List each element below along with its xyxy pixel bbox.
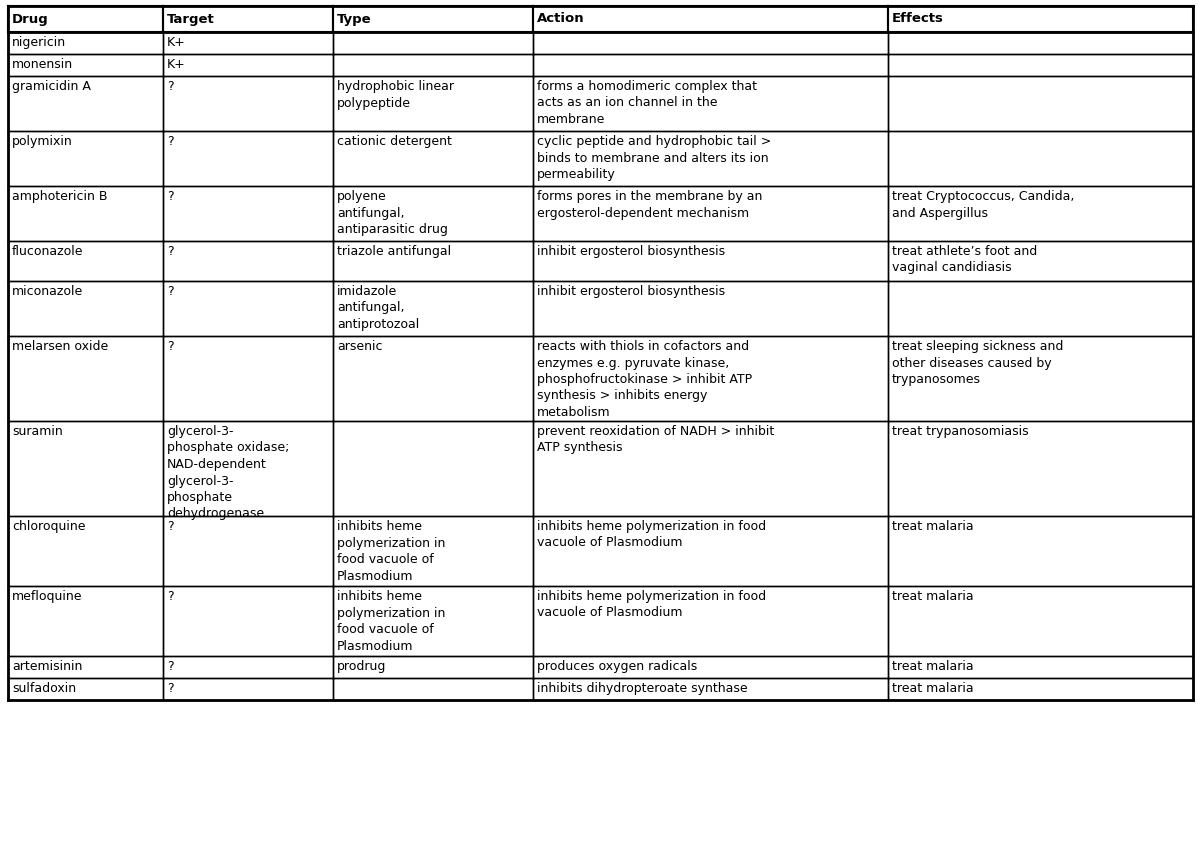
Text: ?: ? bbox=[167, 660, 174, 673]
Text: chloroquine: chloroquine bbox=[12, 520, 85, 533]
Text: K+: K+ bbox=[167, 58, 186, 71]
Text: ?: ? bbox=[167, 245, 174, 258]
Text: glycerol-3-
phosphate oxidase;
NAD-dependent
glycerol-3-
phosphate
dehydrogenase: glycerol-3- phosphate oxidase; NAD-depen… bbox=[167, 425, 289, 521]
Text: ?: ? bbox=[167, 520, 174, 533]
Text: mefloquine: mefloquine bbox=[12, 590, 83, 603]
Text: inhibits heme polymerization in food
vacuole of Plasmodium: inhibits heme polymerization in food vac… bbox=[538, 520, 766, 550]
Text: forms a homodimeric complex that
acts as an ion channel in the
membrane: forms a homodimeric complex that acts as… bbox=[538, 80, 757, 126]
Text: artemisinin: artemisinin bbox=[12, 660, 83, 673]
Text: hydrophobic linear
polypeptide: hydrophobic linear polypeptide bbox=[337, 80, 454, 109]
Text: treat athlete’s foot and
vaginal candidiasis: treat athlete’s foot and vaginal candidi… bbox=[892, 245, 1037, 275]
Text: imidazole
antifungal,
antiprotozoal: imidazole antifungal, antiprotozoal bbox=[337, 285, 419, 331]
Text: cyclic peptide and hydrophobic tail >
binds to membrane and alters its ion
perme: cyclic peptide and hydrophobic tail > bi… bbox=[538, 135, 772, 181]
Text: gramicidin A: gramicidin A bbox=[12, 80, 91, 93]
Text: prevent reoxidation of NADH > inhibit
ATP synthesis: prevent reoxidation of NADH > inhibit AT… bbox=[538, 425, 774, 455]
Text: produces oxygen radicals: produces oxygen radicals bbox=[538, 660, 697, 673]
Text: Effects: Effects bbox=[892, 13, 944, 25]
Text: amphotericin B: amphotericin B bbox=[12, 190, 108, 203]
Text: forms pores in the membrane by an
ergosterol-dependent mechanism: forms pores in the membrane by an ergost… bbox=[538, 190, 762, 220]
Text: inhibit ergosterol biosynthesis: inhibit ergosterol biosynthesis bbox=[538, 245, 725, 258]
Text: nigericin: nigericin bbox=[12, 36, 66, 49]
Text: fluconazole: fluconazole bbox=[12, 245, 84, 258]
Text: treat trypanosomiasis: treat trypanosomiasis bbox=[892, 425, 1028, 438]
Text: ?: ? bbox=[167, 80, 174, 93]
Text: reacts with thiols in cofactors and
enzymes e.g. pyruvate kinase,
phosphofructok: reacts with thiols in cofactors and enzy… bbox=[538, 340, 752, 419]
Text: arsenic: arsenic bbox=[337, 340, 383, 353]
Text: Action: Action bbox=[538, 13, 584, 25]
Text: ?: ? bbox=[167, 682, 174, 695]
Text: miconazole: miconazole bbox=[12, 285, 83, 298]
Text: ?: ? bbox=[167, 590, 174, 603]
Text: ?: ? bbox=[167, 190, 174, 203]
Text: treat malaria: treat malaria bbox=[892, 520, 973, 533]
Text: triazole antifungal: triazole antifungal bbox=[337, 245, 451, 258]
Text: ?: ? bbox=[167, 340, 174, 353]
Text: melarsen oxide: melarsen oxide bbox=[12, 340, 108, 353]
Text: Drug: Drug bbox=[12, 13, 49, 25]
Text: monensin: monensin bbox=[12, 58, 73, 71]
Text: inhibits heme
polymerization in
food vacuole of
Plasmodium: inhibits heme polymerization in food vac… bbox=[337, 590, 445, 652]
Text: treat Cryptococcus, Candida,
and Aspergillus: treat Cryptococcus, Candida, and Aspergi… bbox=[892, 190, 1074, 220]
Text: inhibits heme polymerization in food
vacuole of Plasmodium: inhibits heme polymerization in food vac… bbox=[538, 590, 766, 620]
Text: ?: ? bbox=[167, 285, 174, 298]
Text: suramin: suramin bbox=[12, 425, 62, 438]
Text: polymixin: polymixin bbox=[12, 135, 73, 148]
Text: Target: Target bbox=[167, 13, 215, 25]
Text: treat malaria: treat malaria bbox=[892, 660, 973, 673]
Text: treat malaria: treat malaria bbox=[892, 682, 973, 695]
Text: cationic detergent: cationic detergent bbox=[337, 135, 452, 148]
Text: prodrug: prodrug bbox=[337, 660, 386, 673]
Text: K+: K+ bbox=[167, 36, 186, 49]
Text: polyene
antifungal,
antiparasitic drug: polyene antifungal, antiparasitic drug bbox=[337, 190, 448, 236]
Text: inhibits heme
polymerization in
food vacuole of
Plasmodium: inhibits heme polymerization in food vac… bbox=[337, 520, 445, 583]
Text: inhibit ergosterol biosynthesis: inhibit ergosterol biosynthesis bbox=[538, 285, 725, 298]
Text: inhibits dihydropteroate synthase: inhibits dihydropteroate synthase bbox=[538, 682, 748, 695]
Text: ?: ? bbox=[167, 135, 174, 148]
Text: treat sleeping sickness and
other diseases caused by
trypanosomes: treat sleeping sickness and other diseas… bbox=[892, 340, 1063, 386]
Text: Type: Type bbox=[337, 13, 372, 25]
Text: sulfadoxin: sulfadoxin bbox=[12, 682, 76, 695]
Text: treat malaria: treat malaria bbox=[892, 590, 973, 603]
